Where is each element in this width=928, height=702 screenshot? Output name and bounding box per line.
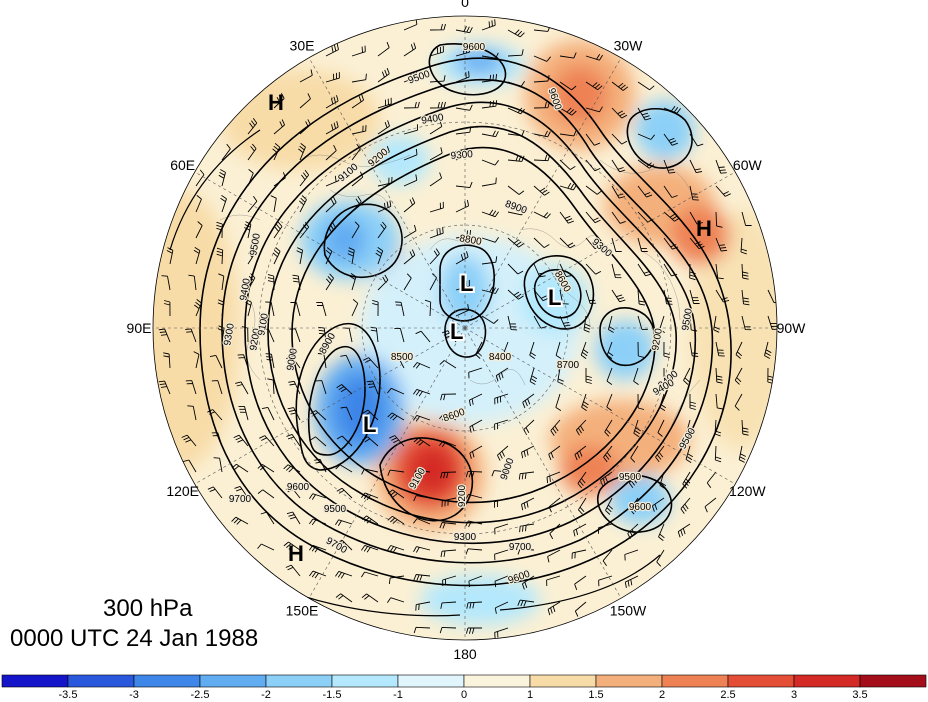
colorbar-swatch	[727, 674, 795, 688]
contour-label: 9400	[238, 277, 253, 301]
colorbar-label: 3	[791, 689, 797, 701]
colorbar-label: -1.5	[323, 689, 342, 701]
colorbar-label: -3	[129, 689, 139, 701]
longitude-label: 90E	[127, 320, 152, 336]
contour-label: 9600	[463, 42, 486, 53]
contour-label: 9400	[421, 112, 445, 127]
graticule	[153, 16, 777, 640]
contour-label: 9600	[629, 502, 652, 513]
longitude-label: 150E	[286, 602, 319, 618]
colorbar-swatch	[133, 674, 201, 688]
colorbar-label: 1.5	[588, 689, 603, 701]
colorbar-label: -2	[261, 689, 271, 701]
longitude-label: 180	[453, 646, 477, 662]
colorbar-swatch	[529, 674, 597, 688]
contour-label: 9700	[229, 494, 252, 505]
high-center-2: H	[696, 216, 712, 241]
colorbar-label: 1	[527, 689, 533, 701]
colorbar-swatch	[265, 674, 333, 688]
high-center-3: H	[288, 541, 304, 566]
contour-label: 9500	[248, 232, 263, 256]
contour-label: 9500	[619, 472, 642, 483]
low-center-1: L	[460, 271, 473, 296]
level-title: 300 hPa	[103, 595, 193, 622]
map-boundary	[152, 15, 778, 641]
contour-label: 9300	[454, 532, 477, 543]
longitude-labels: 0 30W 60W 90W 120W 150W 180 150E 120E 90E 60E 30E	[127, 0, 807, 662]
colorbar-label: -2.5	[191, 689, 210, 701]
colorbar-swatch	[595, 674, 663, 688]
longitude-label: 90W	[777, 320, 807, 336]
contour-label: 9200	[248, 327, 263, 351]
colorbar-swatch	[859, 674, 927, 688]
longitude-label: 0	[461, 0, 469, 10]
colorbar-swatch	[67, 674, 135, 688]
longitude-label: 150W	[610, 602, 647, 618]
low-center-2: L	[450, 319, 463, 344]
contour-label: 9200	[650, 327, 665, 351]
colorbar-swatch	[199, 674, 267, 688]
colorbar-label: -3.5	[59, 689, 78, 701]
colorbar-label: 0	[461, 689, 467, 701]
longitude-label: 60W	[733, 157, 763, 173]
low-center-3: L	[548, 285, 561, 310]
colorbar-swatch	[1, 674, 69, 688]
contour-label: 9200	[457, 484, 468, 507]
height-contours	[169, 43, 732, 617]
colorbar-label: 2	[659, 689, 665, 701]
colorbar-label: 2.5	[720, 689, 735, 701]
colorbar-label: -1	[393, 689, 403, 701]
contour-label: 8800	[459, 233, 483, 248]
contour-label: 8500	[391, 352, 414, 363]
pressure-centers: H H H L L L L	[268, 90, 712, 566]
wind-barbs	[158, 18, 777, 639]
colorbar: -3.5 -3 -2.5 -2 -1.5 -1 0 1 1.5 2 2.5 3 3.5	[1, 674, 927, 701]
contour-label: 9500	[680, 307, 695, 331]
colorbar-swatch	[331, 674, 399, 688]
colorbar-swatch	[793, 674, 861, 688]
contour-label: 9300	[222, 322, 237, 346]
longitude-label: 30E	[290, 38, 315, 54]
longitude-label: 30W	[614, 38, 644, 54]
datetime-title: 0000 UTC 24 Jan 1988	[10, 625, 259, 652]
longitude-label: 120E	[166, 483, 199, 499]
contour-label: 8700	[557, 360, 580, 371]
contour-label: 9600	[287, 482, 310, 493]
colorbar-swatch	[463, 674, 531, 688]
contour-label: 9300	[450, 149, 474, 162]
colorbar-swatch	[397, 674, 465, 688]
longitude-label: 60E	[170, 157, 195, 173]
contour-label: 9000	[285, 347, 300, 371]
contour-label: 9500	[324, 504, 347, 515]
contour-label: 8400	[489, 352, 512, 363]
colorbar-swatch	[661, 674, 729, 688]
contour-label: 9700	[509, 542, 532, 553]
longitude-label: 120W	[729, 483, 766, 499]
colorbar-label: 3.5	[852, 689, 867, 701]
contour-label: 9100	[256, 312, 271, 336]
low-center-4: L	[363, 412, 376, 437]
high-center-1: H	[268, 90, 284, 115]
